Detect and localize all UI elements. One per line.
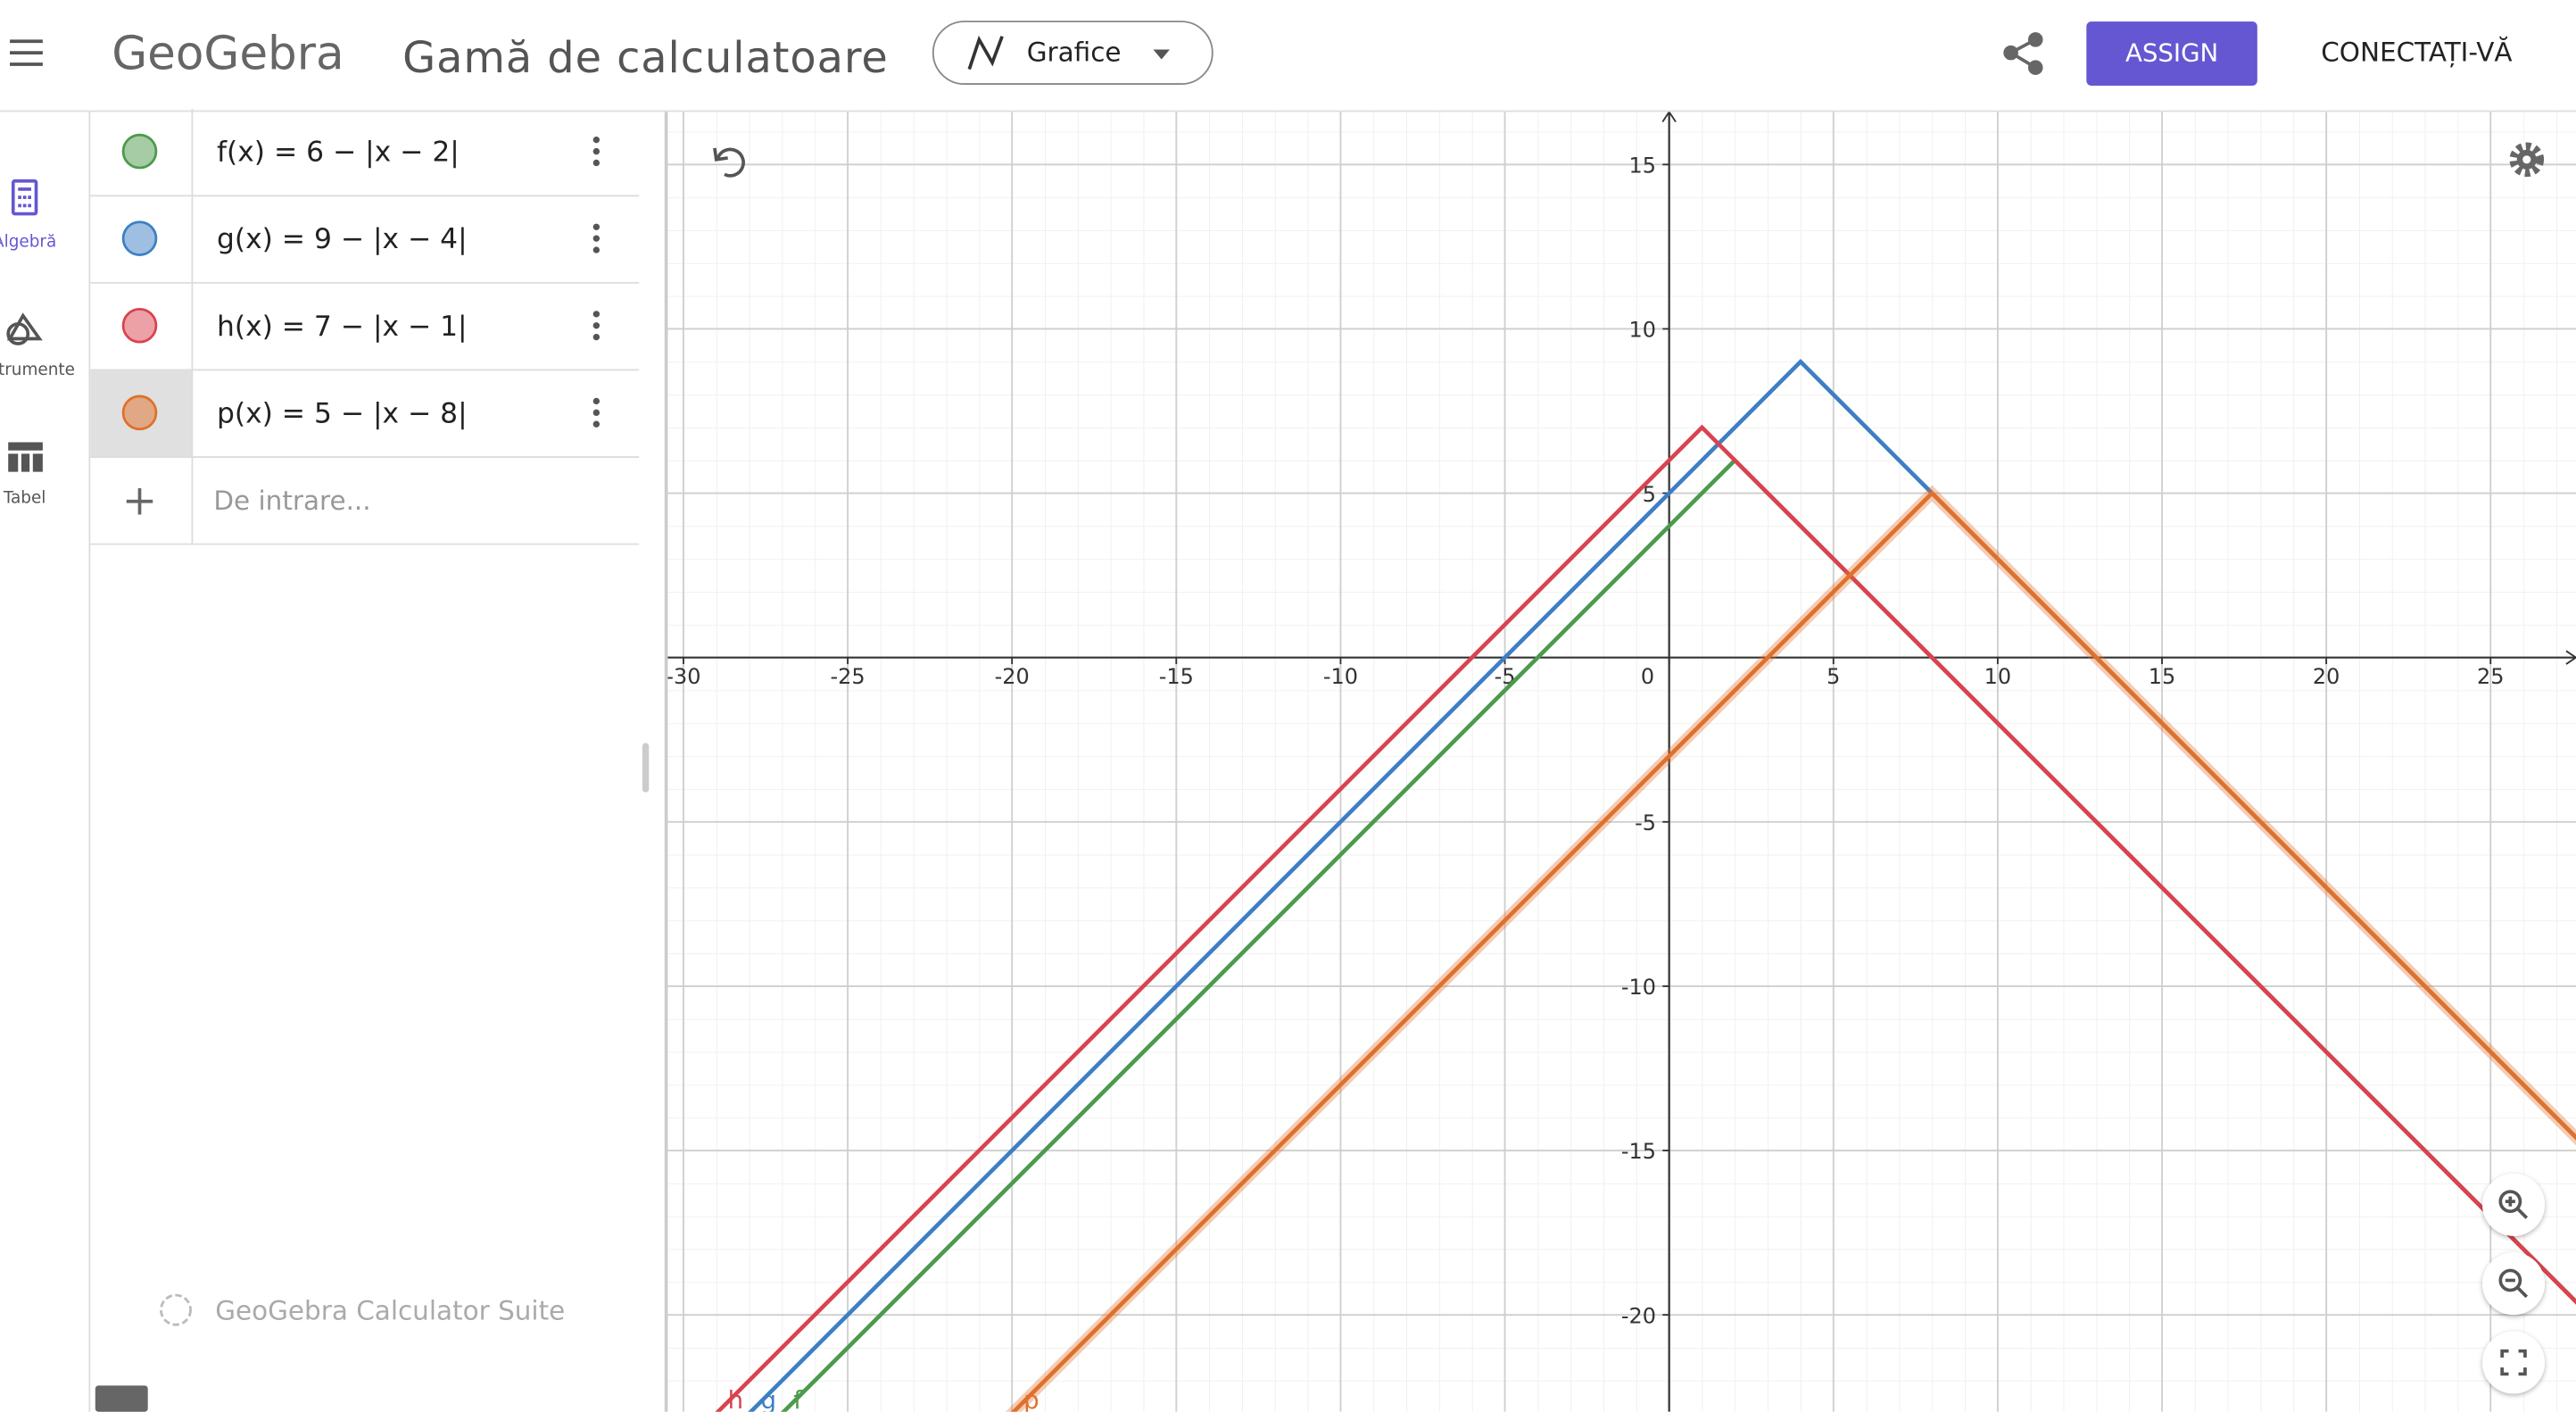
more-menu [592, 137, 601, 144]
curve [1010, 490, 2576, 1412]
undo-button[interactable] [713, 147, 745, 178]
curve-label: g [760, 1385, 776, 1412]
keyboard-button[interactable] [95, 1385, 148, 1412]
more-menu [592, 159, 601, 167]
visibility-toggle[interactable] [121, 220, 158, 256]
algebra-row[interactable]: g(x) = 9 − |x − 4| [217, 223, 468, 255]
x-tick-label: 25 [2477, 664, 2504, 689]
graphics-view[interactable]: -30 -25 -20 -15 -10 -5 0 5 10 15 20 25-20-15-10-551… [650, 112, 2576, 1412]
more-menu [592, 311, 601, 318]
x-tick-label: -25 [831, 664, 866, 689]
fullscreen-button[interactable] [2482, 1331, 2546, 1394]
x-tick-label: -20 [995, 664, 1030, 689]
minor-grid [667, 112, 2576, 1412]
zoom-icons [2498, 1190, 2529, 1376]
more-menu [592, 223, 601, 230]
more-menu [592, 235, 601, 242]
x-tick-label: -15 [1159, 664, 1194, 689]
tools-icon [6, 312, 43, 345]
sidebar-tab[interactable]: Tabel [3, 489, 46, 508]
x-tick-label: 10 [1984, 664, 2011, 689]
algebra-icon [11, 179, 38, 216]
dropdown-arrow [1153, 49, 1170, 60]
share-button[interactable] [2003, 32, 2043, 75]
algebra-row[interactable]: p(x) = 5 − |x − 8| [217, 397, 468, 429]
axis-arrow [2565, 650, 2576, 665]
assign-button[interactable] [2086, 21, 2257, 86]
input-placeholder[interactable]: De intrare... [213, 486, 370, 516]
app-icon [967, 35, 1004, 71]
table-icon [8, 442, 43, 472]
x-tick-label: -30 [666, 664, 700, 689]
curve [715, 424, 2576, 1412]
curve-label: p [1023, 1385, 1040, 1412]
more-menu [592, 397, 601, 405]
y-tick-label: -10 [1621, 975, 1656, 1000]
resize-handle[interactable] [642, 743, 650, 793]
more-menu [592, 333, 601, 341]
y-tick-label: 5 [1643, 482, 1656, 507]
curve-label: f [793, 1385, 803, 1412]
menu-button[interactable] [10, 39, 43, 66]
visibility-toggle[interactable] [121, 133, 158, 170]
app-title: Gamă de calculatoare [402, 34, 889, 83]
sidebar-tab[interactable]: Instrumente [0, 361, 75, 379]
more-menu [592, 147, 601, 155]
logo[interactable]: GeoGebra [112, 28, 344, 81]
footer-logo [160, 1293, 192, 1326]
y-tick-label: 15 [1628, 154, 1655, 179]
axis-arrow [1661, 112, 1677, 122]
footer-text: GeoGebra Calculator Suite [215, 1296, 565, 1326]
visibility-toggle[interactable] [121, 307, 158, 344]
assign-label[interactable]: ASSIGN [2125, 37, 2218, 67]
x-tick-label: 0 [1641, 664, 1654, 689]
curve-label: h [728, 1385, 744, 1412]
app-switcher-label[interactable]: Grafice [1027, 37, 1122, 67]
more-menu [592, 420, 601, 428]
login-button[interactable]: CONECTAȚI-VĂ [2321, 35, 2512, 67]
y-tick-label: -5 [1635, 810, 1656, 835]
x-tick-label: -10 [1323, 664, 1358, 689]
zoom-in-button[interactable] [2482, 1173, 2546, 1236]
algebra-panel: f(x) = 6 − |x − 2| g(x) = 9 − |x − 4| h(x)… [90, 108, 640, 545]
add-icon[interactable] [126, 488, 153, 515]
y-tick-label: -20 [1621, 1303, 1656, 1328]
x-tick-label: 20 [2313, 664, 2340, 689]
sidebar-tab[interactable]: Algebră [0, 232, 56, 251]
visibility-toggle[interactable] [121, 395, 158, 431]
y-tick-label: -15 [1621, 1139, 1656, 1164]
y-tick-label: 10 [1628, 318, 1655, 343]
more-menu [592, 409, 601, 417]
more-menu [592, 246, 601, 253]
zoom-out-button[interactable] [2482, 1252, 2546, 1316]
settings-button[interactable] [2509, 142, 2545, 178]
more-menu [592, 322, 601, 329]
x-tick-label: 5 [1826, 664, 1840, 689]
x-tick-label: 15 [2149, 664, 2175, 689]
algebra-row[interactable]: f(x) = 6 − |x − 2| [217, 137, 460, 169]
algebra-row[interactable]: h(x) = 7 − |x − 1| [217, 311, 468, 343]
